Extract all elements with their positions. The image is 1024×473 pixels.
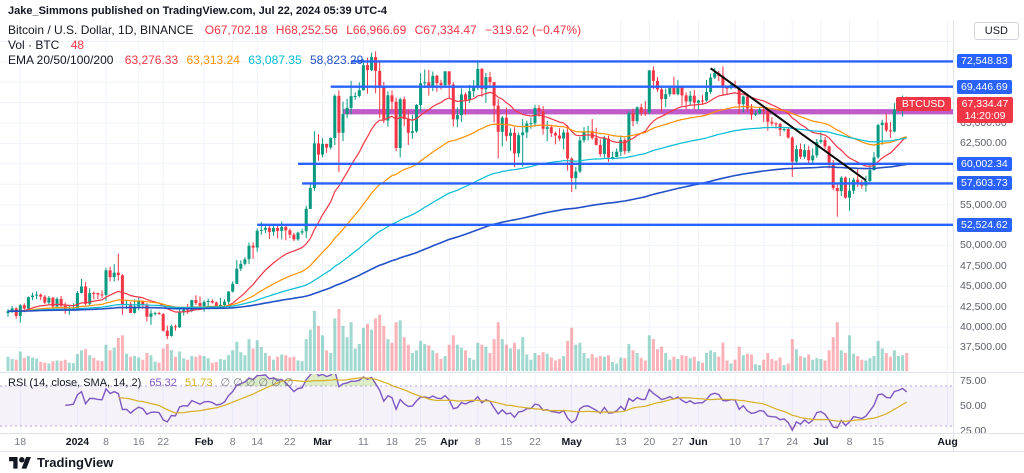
- price-chart-canvas[interactable]: [0, 0, 953, 452]
- time-tick-label: 24: [786, 436, 799, 448]
- time-tick-label: 18: [386, 436, 398, 448]
- price-line-badge[interactable]: 60,002.34: [957, 156, 1012, 171]
- chart-legend: Bitcoin / U.S. Dollar, 1D, BINANCE O67,7…: [8, 23, 581, 68]
- tradingview-logo-icon[interactable]: [9, 454, 31, 471]
- ema-legend-row[interactable]: EMA 20/50/100/200 63,276.33 63,313.24 63…: [8, 53, 581, 68]
- rsi-hidden-values: ∅ ∅ ∅ ∅ ∅ ∅: [220, 377, 294, 389]
- last-price-badge[interactable]: 67,334.47 14:20:09: [957, 96, 1013, 123]
- rsi-label: RSI (14, close, SMA, 14, 2): [8, 377, 142, 389]
- time-tick-label: 15: [500, 436, 513, 448]
- time-tick-label: 22: [157, 436, 170, 448]
- pane-separator[interactable]: [0, 372, 1024, 373]
- ohlc-high: H68,252.56: [275, 23, 338, 37]
- price-scale[interactable]: 65,000.00 62,500.00 55,000.00 50,000.00 47,5…: [953, 20, 1024, 451]
- time-tick-label: 2024: [65, 436, 90, 448]
- last-price-time: 14:20:09: [964, 109, 1006, 122]
- volume-legend-row[interactable]: Vol · BTC 48: [8, 38, 581, 53]
- time-tick-label: 8: [103, 436, 109, 448]
- currency-toggle[interactable]: USD: [973, 22, 1019, 40]
- time-tick-label: Aug: [937, 436, 958, 448]
- time-tick-label: 27: [672, 436, 684, 448]
- price-tick-label: 50,000.00: [960, 239, 1007, 252]
- time-tick-label: 17: [757, 436, 770, 448]
- ema50-value: 63,313.24: [186, 53, 240, 67]
- symbol-price-flag[interactable]: BTCUSD: [895, 96, 951, 111]
- time-tick-label: 25: [414, 436, 427, 448]
- time-tick-label: 16: [132, 436, 145, 448]
- time-tick-label: Mar: [313, 436, 332, 448]
- time-tick-label: 22: [284, 436, 296, 448]
- price-tick-label: 62,500.00: [960, 137, 1007, 150]
- ohlc-change: −319.62 (−0.47%): [485, 23, 582, 37]
- footer-brand[interactable]: TradingView: [37, 455, 114, 470]
- rsi-legend-row[interactable]: RSI (14, close, SMA, 14, 2) 65.32 51.73 …: [8, 376, 293, 389]
- time-axis[interactable]: 18 2024 8 16 22 Feb 8 14 22 Mar 11 18 25 Apr 8 15 22 May 1…: [0, 433, 957, 451]
- symbol-legend-row[interactable]: Bitcoin / U.S. Dollar, 1D, BINANCE O67,7…: [8, 23, 581, 38]
- price-line-badge[interactable]: 72,548.83: [957, 54, 1012, 69]
- price-line-badge[interactable]: 57,603.73: [957, 176, 1012, 191]
- ema200-value: 58,823.29: [309, 53, 364, 67]
- time-tick-label: 18: [14, 436, 27, 448]
- ema100-value: 63,087.35: [248, 53, 302, 67]
- time-tick-label: May: [561, 436, 582, 448]
- ohlc-open: O67,702.18: [204, 23, 268, 37]
- time-tick-label: 10: [729, 436, 741, 448]
- time-tick-label: 20: [643, 436, 656, 448]
- time-tick-label: 13: [614, 436, 627, 448]
- time-tick-label: 14: [251, 436, 264, 448]
- rsi-tick-label: 25.00: [960, 425, 987, 437]
- time-tick-label: Apr: [440, 436, 459, 448]
- time-tick-label: 11: [357, 436, 369, 448]
- time-tick-label: 8: [474, 436, 481, 448]
- price-tick-label: 47,500.00: [960, 259, 1007, 272]
- time-tick-label: Jul: [813, 436, 829, 448]
- price-line-badge[interactable]: 52,524.62: [957, 217, 1012, 232]
- volume-value: 48: [70, 38, 85, 52]
- rsi-value: 65.32: [149, 377, 177, 389]
- rsi-tick-label: 75.00: [960, 375, 987, 387]
- ohlc-low: L66,966.69: [346, 23, 407, 37]
- time-tick-label: 8: [229, 436, 236, 448]
- time-tick-label: 8: [846, 436, 853, 448]
- attribution-text: Jake_Simmons published on TradingView.co…: [8, 5, 388, 17]
- footer-separator: [0, 451, 1024, 452]
- ohlc-close: C67,334.47: [414, 23, 477, 37]
- rsi-tick-label: 50.00: [960, 400, 987, 412]
- price-tick-label: 42,500.00: [960, 300, 1007, 313]
- axis-separator: [0, 433, 1024, 434]
- price-tick-label: 40,000.00: [960, 321, 1007, 333]
- time-tick-label: Feb: [194, 436, 214, 448]
- volume-label: Vol · BTC: [8, 38, 60, 52]
- time-tick-label: Jun: [689, 436, 708, 448]
- footer-bar: TradingView: [0, 452, 1024, 473]
- symbol-title: Bitcoin / U.S. Dollar, 1D, BINANCE: [8, 23, 194, 37]
- rsi-ma-value: 51.73: [184, 377, 213, 389]
- time-tick-label: 15: [872, 436, 884, 448]
- ema20-value: 63,276.33: [124, 53, 179, 67]
- ema-label: EMA 20/50/100/200: [8, 53, 114, 67]
- time-tick-label: 22: [529, 436, 541, 448]
- price-tick-label: 55,000.00: [960, 198, 1007, 211]
- price-tick-label: 37,500.00: [960, 341, 1007, 354]
- price-line-badge[interactable]: 69,446.69: [957, 79, 1012, 94]
- price-tick-label: 45,000.00: [960, 280, 1007, 293]
